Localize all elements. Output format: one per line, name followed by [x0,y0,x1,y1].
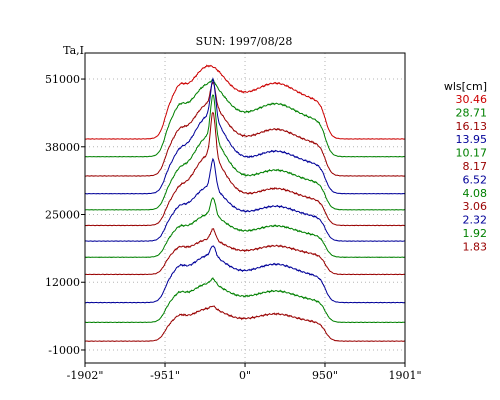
x-tick-label: 0" [239,369,251,382]
chart-title: SUN: 1997/08/28 [196,35,293,48]
plot-frame [84,52,406,364]
x-tick-label: -1902" [67,369,104,382]
series-line [84,228,405,276]
series-line [84,196,405,259]
axis-ticks: -1902" -951" 0" 950" 1901" 51000 38000 25000 120… [45,73,422,382]
legend-entry: 4.08 [463,187,488,200]
y-axis-label: Ta,I [63,44,84,57]
x-tick-label: 1901" [388,369,421,382]
legend-entry: 2.32 [463,214,488,227]
series-line [85,81,405,177]
y-tick-label: 38000 [45,141,80,154]
series-line [85,94,405,211]
series-line [84,305,405,342]
series-line [84,64,405,140]
y-tick-label: 12000 [45,276,80,289]
x-tick-label: 950" [312,369,338,382]
legend-entry: 16.13 [456,120,488,133]
legend-entry: 13.95 [456,133,488,146]
y-tick-label: 25000 [45,209,80,222]
legend-title: wls[cm] [444,80,487,93]
legend-entry: 1.92 [463,227,488,240]
legend-entry: 30.46 [456,93,488,106]
series-group [84,64,405,342]
series-line [84,77,405,195]
x-tick-label: -951" [150,369,180,382]
y-tick-label: -1000 [48,344,80,357]
grid [84,53,406,363]
legend-entry: 10.17 [456,147,488,160]
y-tick-label: 51000 [45,73,80,86]
legend-entry: 1.83 [463,240,488,253]
legend-entry: 28.71 [456,106,488,119]
legend-entry: 8.17 [463,160,488,173]
legend-entry: 6.52 [463,173,488,186]
series-line [84,78,405,158]
legend-entry: 3.06 [463,200,488,213]
series-line [84,157,405,242]
legend: 30.4628.7116.1313.9510.178.176.524.083.0… [456,93,488,253]
series-line [84,277,405,324]
series-line [84,111,405,227]
series-line [84,245,405,304]
